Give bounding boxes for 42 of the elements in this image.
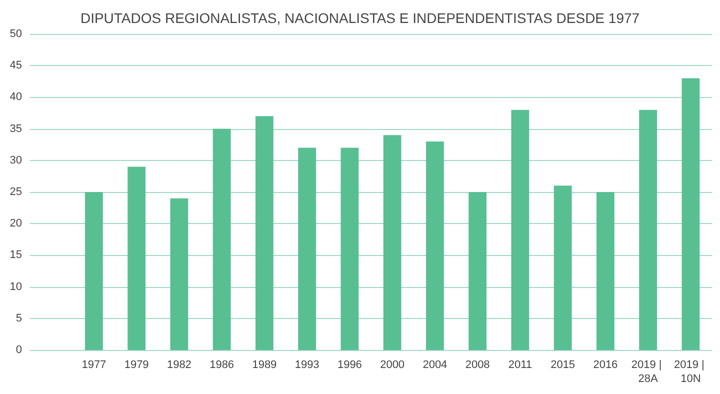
y-tick-label: 25	[10, 186, 22, 198]
x-tick-label: 2000	[380, 359, 405, 371]
x-tick-label: 2004	[422, 359, 448, 371]
bar	[340, 148, 359, 350]
x-tick-label: 1986	[210, 359, 234, 371]
x-tick-label: 1996	[337, 359, 362, 371]
bar	[298, 148, 316, 350]
x-tick-label: 2008	[465, 359, 490, 371]
bar	[426, 141, 444, 350]
y-tick-label: 5	[16, 312, 22, 324]
x-tick-label: 1993	[294, 359, 320, 371]
y-tick-label: 0	[16, 344, 22, 356]
bar	[383, 135, 402, 350]
bar	[128, 166, 146, 350]
y-tick-label: 10	[10, 280, 22, 293]
x-tick-label: 1977	[82, 359, 106, 371]
bar	[511, 110, 530, 350]
x-tick-label: 2011	[508, 359, 532, 371]
x-tick-label: 2015	[550, 359, 576, 371]
x-tick-label: 1989	[252, 359, 277, 371]
y-tick-label: 30	[10, 154, 22, 166]
y-tick-label: 45	[10, 60, 22, 72]
y-tick-label: 50	[10, 28, 22, 40]
bar	[170, 198, 188, 350]
bar	[554, 186, 572, 350]
x-tick-label: 2019 | 10N	[674, 359, 708, 385]
x-tick-label: 2019 | 28A	[631, 359, 665, 385]
y-tick-label: 35	[10, 122, 22, 135]
bar	[212, 128, 231, 350]
bar	[639, 110, 658, 350]
bar	[84, 192, 103, 350]
chart-title: DIPUTADOS REGIONALISTAS, NACIONALISTAS E INDEPENDENTISTAS DESDE 1977	[80, 10, 640, 26]
y-tick-label: 20	[10, 218, 22, 230]
x-tick-label: 1982	[166, 359, 192, 371]
x-tick-label: 1979	[124, 359, 149, 371]
bar	[468, 192, 487, 350]
x-tick-label: 2016	[593, 359, 618, 371]
bar	[682, 78, 700, 350]
y-tick-label: 15	[10, 249, 22, 262]
y-tick-label: 40	[10, 91, 22, 104]
bar	[596, 192, 614, 350]
bar	[255, 116, 274, 350]
